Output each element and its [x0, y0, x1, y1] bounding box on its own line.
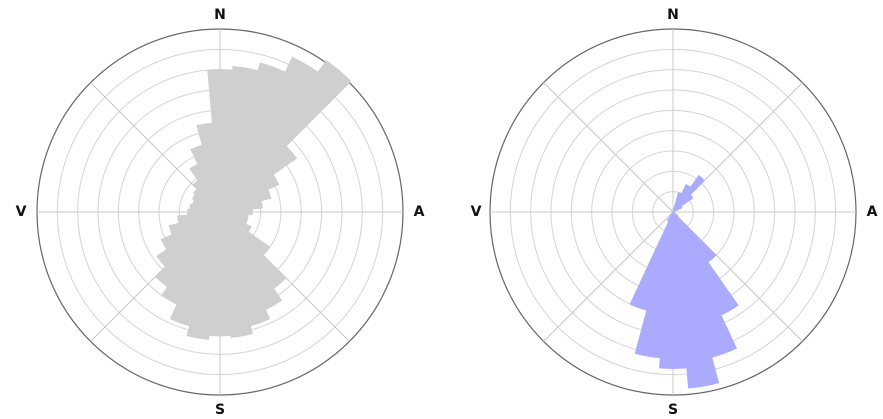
label-west-right: V: [471, 204, 482, 220]
rose-wedge-left-70: [219, 189, 272, 213]
rose-wedge-left-240: [160, 211, 221, 250]
rose-wedge-left-80: [219, 200, 263, 213]
grid-spoke-right-225: [543, 211, 674, 342]
rose-wedge-left-60: [219, 174, 280, 213]
polar-grid-right: [489, 28, 857, 396]
rose-wedge-left-260: [177, 211, 221, 224]
rose-wedge-left-50: [219, 145, 298, 213]
label-east-right: A: [867, 204, 878, 220]
rose-wedge-left-230: [156, 211, 221, 268]
rose-wedge-right-170: [672, 211, 720, 389]
rose-wedge-right-180: [659, 211, 687, 369]
rose-wedge-left-220: [154, 211, 221, 288]
rose-bars-right: [629, 174, 739, 389]
rose-wedge-left-350: [196, 122, 221, 213]
rose-wedge-left-90: [219, 208, 253, 216]
rose-wedge-right-60: [672, 205, 683, 213]
rose-wedge-right-50: [672, 194, 694, 213]
label-east-left: A: [414, 204, 425, 220]
label-south-left: S: [215, 402, 225, 418]
grid-spoke-right-315: [543, 82, 674, 213]
wind-rose-right: N A S V: [471, 7, 878, 418]
rose-wedge-left-170: [219, 211, 253, 338]
wind-rose-left: N A S V: [16, 7, 425, 418]
rose-wedge-right-40: [672, 174, 706, 213]
rose-bars-left: [154, 56, 352, 340]
rose-wedge-left-250: [168, 211, 221, 235]
rose-wedge-left-200: [169, 211, 221, 327]
label-west-left: V: [16, 204, 27, 220]
rose-wedge-right-200: [629, 211, 674, 311]
rose-wedge-left-270: [187, 208, 221, 216]
label-north-left: N: [214, 7, 226, 23]
rose-wedge-right-210: [666, 211, 674, 222]
rose-wedge-left-210: [161, 211, 221, 305]
rose-wedge-left-40: [219, 60, 352, 213]
label-south-right: S: [668, 402, 678, 418]
label-north-right: N: [667, 7, 679, 23]
